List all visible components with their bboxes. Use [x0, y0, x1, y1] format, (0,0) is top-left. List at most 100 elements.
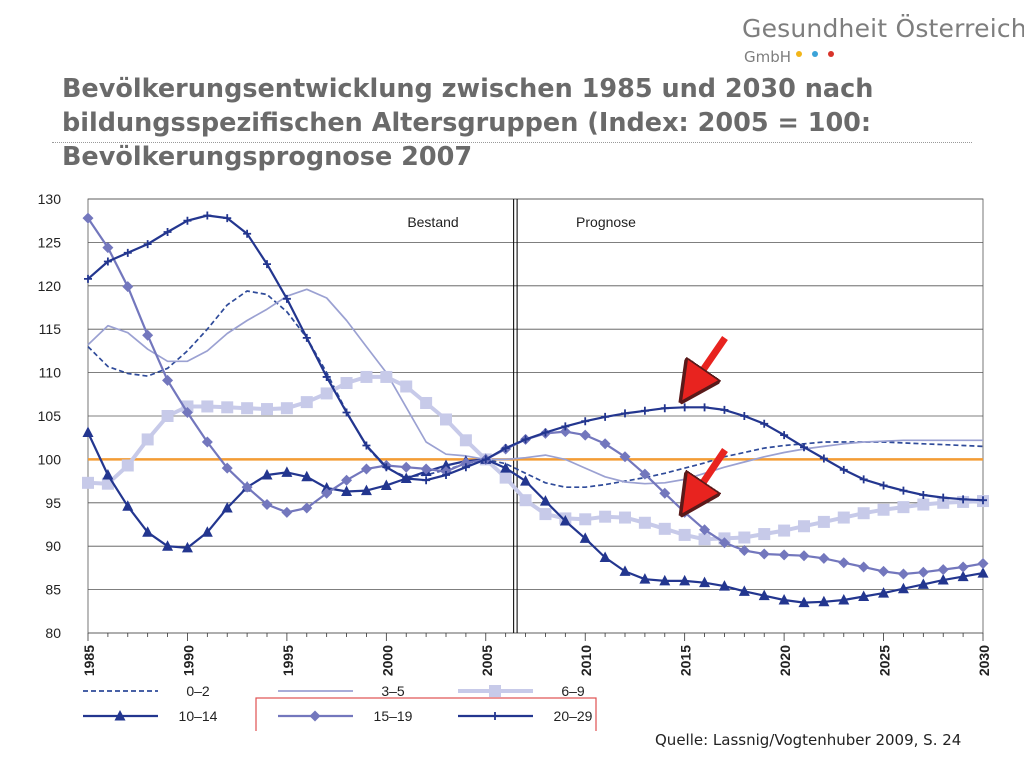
legend-label: 20–29	[554, 708, 593, 724]
x-tick-label: 2005	[479, 645, 495, 676]
data-point	[380, 370, 393, 383]
data-point	[261, 469, 273, 480]
legend-item: 20–29	[458, 708, 593, 724]
data-point	[897, 582, 909, 594]
data-point	[281, 466, 293, 477]
data-point	[678, 528, 691, 541]
data-point	[221, 502, 233, 513]
data-point	[638, 516, 651, 529]
data-point	[698, 533, 711, 546]
data-point	[738, 585, 750, 596]
logo-dot-yellow	[796, 51, 802, 57]
x-tick-label: 2010	[578, 645, 594, 676]
logo-dot-blue	[812, 51, 818, 57]
data-point	[599, 438, 611, 450]
y-tick-label: 105	[38, 408, 62, 424]
data-point	[162, 374, 174, 386]
data-point	[897, 501, 910, 514]
data-point	[959, 495, 968, 504]
data-point	[521, 435, 530, 444]
data-point	[520, 475, 532, 486]
data-point	[679, 574, 691, 586]
legend-label: 6–9	[561, 683, 585, 699]
data-point	[619, 511, 631, 524]
logo-name: Gesundheit Österreich	[742, 14, 1024, 43]
series-3-5	[87, 288, 983, 485]
data-point	[599, 510, 612, 523]
data-point	[422, 476, 431, 485]
y-tick-label: 85	[45, 582, 61, 598]
logo: Gesundheit Österreich GmbH	[742, 12, 1024, 72]
legend-item: 0–2	[83, 683, 210, 699]
data-point	[440, 459, 452, 470]
data-point	[680, 403, 689, 412]
highlight-arrow-upper	[692, 336, 728, 386]
data-point	[660, 404, 669, 413]
data-point	[143, 240, 152, 249]
data-point	[601, 412, 610, 421]
data-point	[440, 413, 452, 426]
data-point	[879, 481, 888, 490]
logo-sub: GmbH	[744, 48, 792, 66]
logo-dot-red	[828, 51, 834, 57]
data-point	[201, 526, 213, 537]
data-point	[162, 540, 174, 551]
data-point	[581, 417, 590, 426]
data-point	[420, 396, 433, 409]
data-point	[321, 482, 333, 493]
data-point	[122, 281, 134, 293]
data-point	[798, 520, 810, 533]
data-point	[919, 490, 928, 499]
data-point	[559, 515, 571, 526]
data-point	[740, 412, 749, 420]
data-point	[699, 576, 711, 588]
axes: 80 85 90 95 100 105 110 115 120 125 130 1985 1990 199…	[38, 191, 992, 676]
data-point	[161, 410, 174, 422]
grid	[87, 198, 984, 634]
x-tick-label: 2030	[976, 645, 992, 676]
data-point	[937, 496, 950, 509]
y-tick-label: 120	[38, 278, 62, 294]
data-point	[420, 463, 432, 475]
legend-item: 10–14	[83, 708, 218, 724]
data-point	[937, 574, 949, 585]
data-point	[142, 526, 154, 537]
data-point	[979, 496, 987, 505]
data-point	[382, 463, 391, 472]
series-10-14	[82, 426, 989, 608]
data-point	[778, 524, 791, 537]
data-point	[241, 402, 254, 415]
data-point	[917, 566, 929, 578]
data-point	[858, 590, 870, 602]
data-point	[400, 380, 413, 393]
data-point	[340, 377, 353, 390]
legend-marker	[491, 712, 499, 720]
data-point	[818, 552, 830, 564]
data-point	[261, 403, 273, 416]
data-point	[818, 595, 830, 607]
data-point	[758, 548, 770, 560]
data-point	[300, 396, 313, 409]
data-point	[878, 565, 890, 577]
legend-marker	[309, 710, 321, 722]
data-point	[838, 594, 850, 605]
legend-marker	[489, 685, 501, 697]
legend-marker	[114, 710, 126, 721]
legend-label: 10–14	[179, 708, 218, 724]
x-tick-label: 2025	[877, 645, 893, 676]
data-point	[142, 329, 154, 341]
data-point	[859, 475, 868, 484]
title-divider	[52, 142, 972, 143]
data-point	[360, 370, 373, 383]
data-point	[103, 257, 112, 266]
data-point	[780, 431, 789, 440]
data-point	[163, 227, 172, 236]
x-tick-label: 1995	[280, 645, 296, 676]
data-point	[718, 537, 730, 549]
data-point	[659, 574, 671, 586]
data-point	[619, 451, 631, 463]
data-point	[658, 522, 671, 535]
data-point	[263, 260, 271, 269]
data-point	[102, 242, 114, 254]
data-point	[342, 408, 351, 417]
